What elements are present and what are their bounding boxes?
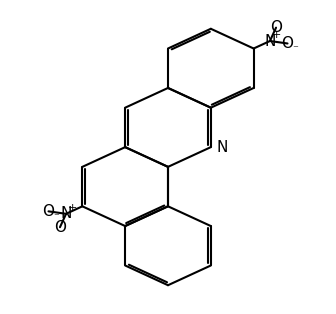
Text: O: O [282, 36, 294, 51]
Text: +: + [68, 203, 78, 213]
Text: O: O [42, 204, 54, 219]
Text: O: O [54, 220, 66, 235]
Text: N: N [217, 140, 228, 154]
Text: ⁻: ⁻ [53, 212, 59, 222]
Text: N: N [264, 34, 276, 49]
Text: O: O [270, 20, 282, 35]
Text: ⁻: ⁻ [292, 44, 298, 54]
Text: N: N [60, 206, 72, 221]
Text: +: + [272, 30, 282, 41]
